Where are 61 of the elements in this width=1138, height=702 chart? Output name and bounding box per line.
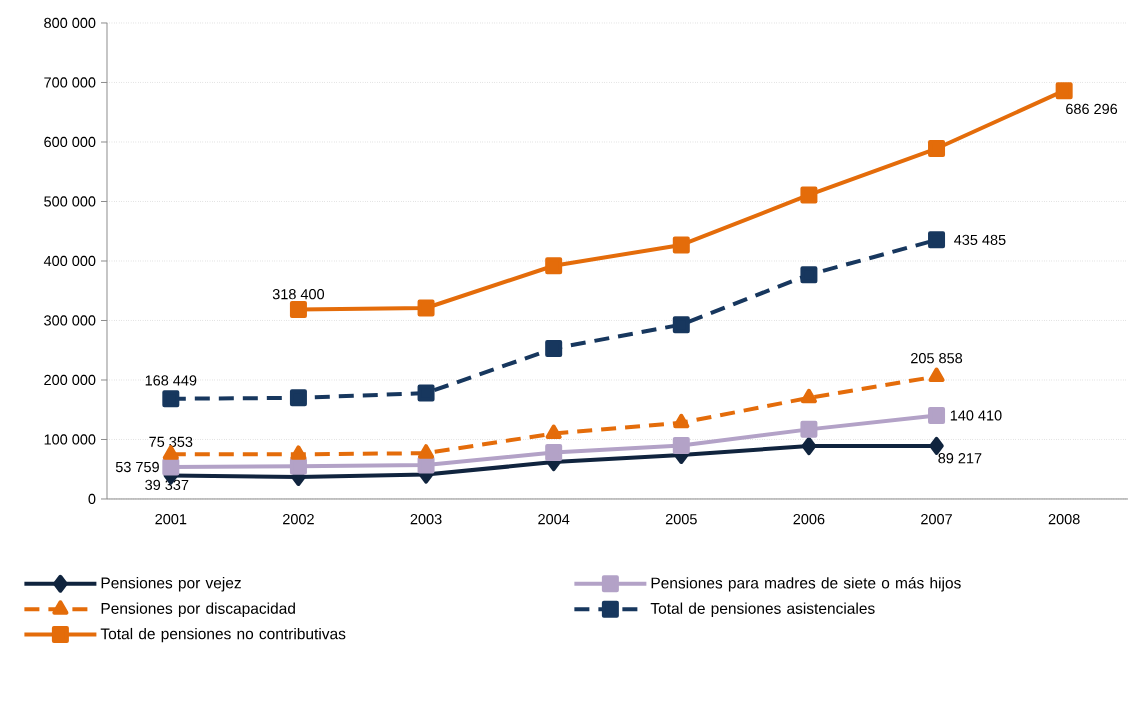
x-tick-label: 2004	[538, 514, 570, 525]
point	[545, 257, 563, 275]
legend-label: Total de pensiones asistenciales	[650, 602, 875, 617]
point	[417, 384, 435, 402]
point	[289, 457, 307, 475]
data-label: 53 759	[115, 461, 159, 473]
data-label: 89 217	[938, 453, 982, 464]
point	[162, 458, 180, 476]
y-tick-label: 500 000	[44, 196, 96, 207]
data-label: 168 449	[145, 375, 197, 386]
point	[928, 140, 946, 158]
point	[417, 444, 435, 459]
point	[289, 301, 307, 319]
point	[673, 413, 690, 429]
point	[672, 316, 690, 334]
point	[800, 266, 818, 284]
point	[417, 456, 435, 474]
point	[545, 424, 562, 440]
y-tick-label: 800 000	[44, 17, 96, 29]
x-tick-label: 2002	[283, 514, 314, 525]
y-tick-label: 100 000	[44, 434, 96, 445]
data-label: 435 485	[954, 234, 1006, 245]
point	[162, 390, 180, 408]
x-tick-label: 2008	[1048, 514, 1080, 525]
data-label: 75 353	[149, 436, 193, 447]
point	[417, 299, 435, 317]
point	[800, 388, 817, 404]
data-label: 686 296	[1066, 103, 1118, 115]
point	[672, 436, 690, 454]
x-tick-label: 2003	[410, 514, 442, 525]
y-tick-label: 300 000	[44, 315, 96, 326]
data-label: 205 858	[911, 353, 963, 364]
point	[672, 236, 690, 254]
y-tick-label: 0	[88, 493, 96, 505]
point	[545, 339, 563, 357]
point	[1055, 82, 1073, 100]
point	[928, 367, 945, 382]
legend-label: Pensiones para madres de siete o más hijos	[651, 576, 961, 592]
point	[800, 186, 818, 204]
point	[929, 436, 944, 455]
point	[545, 444, 563, 462]
y-tick-label: 400 000	[43, 255, 96, 267]
data-label: 318 400	[272, 289, 325, 300]
point	[289, 389, 307, 407]
x-tick-label: 2007	[921, 514, 952, 525]
x-tick-label: 2006	[793, 514, 825, 525]
point	[928, 406, 946, 424]
legend-label: Total de pensiones no contributivas	[100, 627, 346, 643]
y-tick-label: 700 000	[44, 77, 96, 88]
point	[162, 445, 179, 460]
data-label: 140 410	[950, 410, 1002, 421]
y-tick-label: 600 000	[44, 136, 96, 148]
x-tick-label: 2001	[155, 514, 187, 525]
legend-label: Pensiones por vejez	[101, 577, 241, 592]
x-tick-label: 2005	[665, 514, 697, 525]
point	[928, 231, 946, 249]
point	[800, 420, 818, 438]
y-tick-label: 200 000	[44, 374, 96, 386]
legend-label: Pensiones por discapacidad	[101, 602, 295, 617]
point	[290, 445, 307, 460]
point	[801, 437, 817, 456]
